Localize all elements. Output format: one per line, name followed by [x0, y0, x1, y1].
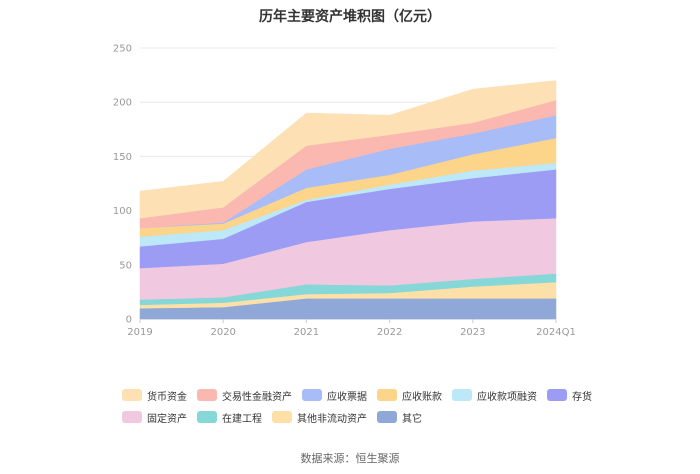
x-tick-label: 2024Q1: [536, 327, 576, 338]
legend-label: 其他非流动资产: [297, 413, 367, 425]
y-tick-label: 100: [113, 206, 132, 217]
legend-label: 其它: [402, 413, 422, 425]
legend-swatch: [272, 411, 292, 423]
area-series-9: [139, 80, 557, 219]
legend-item[interactable]: 应收款项融资: [452, 388, 537, 403]
stacked-area-chart: 0 50 100 150 200 250 2019 2020 2021 2022 2023 2024Q…: [113, 44, 576, 339]
legend-item[interactable]: 存货: [547, 388, 592, 403]
legend-swatch: [122, 411, 142, 423]
legend-item[interactable]: 在建工程: [197, 410, 262, 425]
legend-item[interactable]: 固定资产: [122, 410, 187, 425]
legend-swatch: [197, 411, 217, 423]
x-tick-label: 2022: [377, 327, 402, 338]
y-tick-label: 0: [126, 315, 132, 326]
x-tick-label: 2020: [210, 327, 235, 338]
legend-item[interactable]: 应收票据: [302, 388, 367, 403]
chart-legend: 货币资金 交易性金融资产 应收票据 应收账款 应收款项融资 存货固定资产 在建工程 其他非流动…: [122, 388, 602, 425]
legend-item[interactable]: 应收账款: [377, 388, 442, 403]
legend-swatch: [377, 389, 397, 401]
legend-item[interactable]: 交易性金融资产: [197, 388, 292, 403]
x-tick-label: 2019: [127, 327, 152, 338]
legend-label: 交易性金融资产: [222, 391, 292, 403]
legend-swatch: [547, 389, 567, 401]
legend-swatch: [197, 389, 217, 401]
legend-label: 存货: [572, 391, 592, 403]
legend-item[interactable]: 货币资金: [122, 388, 187, 403]
legend-swatch: [302, 389, 322, 401]
legend-label: 应收款项融资: [477, 391, 537, 403]
chart-title: 历年主要资产堆积图（亿元）: [259, 9, 441, 25]
y-tick-label: 50: [119, 260, 132, 271]
y-tick-label: 150: [113, 152, 132, 163]
legend-label: 应收账款: [402, 391, 442, 403]
legend-swatch: [122, 389, 142, 401]
y-tick-label: 200: [113, 98, 132, 109]
legend-swatch: [452, 389, 472, 401]
legend-item[interactable]: 其他非流动资产: [272, 410, 367, 425]
x-tick-label: 2021: [294, 327, 319, 338]
legend-item[interactable]: 其它: [377, 410, 422, 425]
x-tick-label: 2023: [460, 327, 485, 338]
legend-label: 应收票据: [327, 391, 367, 403]
legend-swatch: [377, 411, 397, 423]
y-tick-label: 250: [113, 44, 132, 55]
data-source: 数据来源：恒生聚源: [300, 452, 400, 465]
legend-label: 固定资产: [147, 413, 187, 425]
legend-label: 在建工程: [222, 413, 262, 425]
legend-label: 货币资金: [147, 391, 187, 403]
